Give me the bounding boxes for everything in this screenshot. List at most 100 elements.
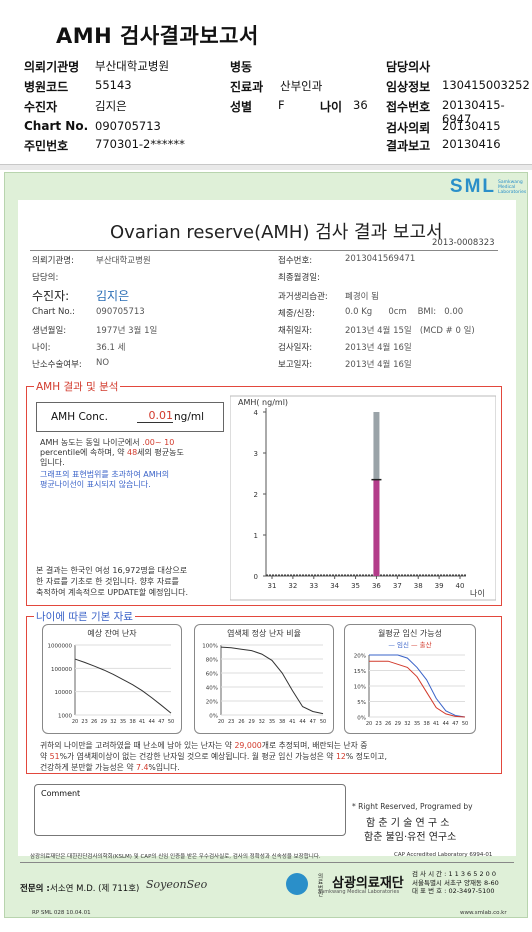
rights-line3: 함춘 불임·유전 연구소 [364,832,457,843]
chart-ylabel: AMH( ng/ml) [238,398,288,407]
value-department: 산부인과 [280,79,323,93]
label-report-date: 결과보고 [386,139,431,153]
label-hospital-code: 병원코드 [24,80,69,94]
x-tick-label: 32 [288,582,297,590]
y-tick-label: 15% [354,669,366,675]
x-tick-label: 29 [101,719,107,725]
y-tick-label: 1000 [58,714,72,720]
lab-contact: 검 사 시 간 : 1 1 3 6 5 2 0 0 서울특별시 서초구 양재동 … [412,870,499,895]
info-value: 090705713 [96,307,145,317]
x-tick-label: 32 [110,719,116,725]
chart-xlabel: 나이 [470,588,485,598]
panel-remaining-eggs: 예상 잔여 난자 1000000 100000 10000 1000 20 23 26 29 3… [42,624,182,734]
series-line [74,658,172,714]
y-tick-label: 0% [209,714,218,720]
value-report-date: 20130416 [442,137,501,151]
normal-eggs-chart: 100% 80% 60% 40% 20% 0%20 23 26 29 32 35 38 41 44 47 50 [202,644,326,726]
value-chart-no: 090705713 [95,119,161,133]
age-summary: 귀하의 나이만을 고려하였을 때 난소에 남아 있는 난자는 약 29,000개… [40,741,387,772]
panel-title: 염색체 정상 난자 비율 [227,629,301,638]
y-tick-label: 100% [202,644,218,650]
info-label: 의뢰기관명: [32,256,74,266]
info-label: 난소수술여부: [32,360,82,370]
sml-logo: SML [449,176,496,197]
y-tick-label: 40% [206,686,218,692]
info-value: 1977년 3월 1일 [96,326,158,336]
x-tick-label: 26 [385,721,391,727]
page-title: AMH 검사결과보고서 [56,24,259,48]
info-label: 담당의: [32,273,59,283]
y-tick-label: 20% [206,700,218,706]
x-tick-label: 47 [310,719,316,725]
series-line [369,654,466,718]
label-doctor: 담당의사 [386,60,431,74]
x-tick-label: 38 [279,719,285,725]
x-tick-label: 44 [149,719,155,725]
label-clinical-info: 임상정보 [386,80,431,94]
panel-title: 월평균 임신 가능성 [378,629,442,638]
label-department: 진료과 [230,80,264,94]
form-number: RP SML 028 10.04.01 [32,910,91,916]
amh-conc-unit: ng/ml [174,411,205,423]
x-tick-label: 23 [228,719,234,725]
info-label: 과거생리습관: [278,292,328,302]
amh-conc-value: 0.01 [137,409,173,423]
amh-conc-box: AMH Conc. 0.01 ng/ml [36,402,224,432]
x-tick-label: 37 [393,582,402,590]
value-clinical-info: 130415003252 [442,78,530,92]
info-value: NO [96,358,110,368]
x-tick-label: 29 [248,719,254,725]
x-tick-label: 23 [375,721,381,727]
org-subtitle: Samkwang Medical Laboratories [318,889,400,895]
x-tick-label: 50 [462,721,468,727]
legend-birth: 출산 [419,641,432,649]
y-tick-label: 5% [357,700,366,706]
y-tick-label: 0% [357,716,366,722]
info-value: 2013년 4월 15일 (MCD # 0 일) [345,326,475,336]
x-tick-label: 35 [414,721,420,727]
value-age: 36 [353,98,368,112]
x-tick-label: 50 [320,719,326,725]
x-tick-label: 38 [423,721,429,727]
info-value: 김지은 [96,289,130,303]
x-tick-label: 31 [268,582,277,590]
x-tick-label: 44 [443,721,449,727]
amh-section-title: AMH 결과 및 분석 [34,379,121,394]
info-label: 생년월일: [32,326,67,336]
doctor-signature: SoyeonSeo [146,878,208,891]
info-label: 체중/신장: [278,309,316,319]
y-tick-label: 3 [254,450,258,458]
report-number: 2013-0008323 [432,238,495,248]
label-resident-no: 주민번호 [24,139,69,153]
info-label: 보고일자: [278,360,313,370]
series-line [369,660,466,718]
website: www.smlab.co.kr [460,910,507,916]
amh-conc-label: AMH Conc. [51,411,108,423]
x-tick-label: 35 [351,582,360,590]
info-label: 수진자: [32,289,70,303]
value-request-date: 20130415 [442,119,501,133]
panel-legend: — 임신 — 출산 [388,641,432,649]
label-accession-no: 접수번호 [386,100,431,114]
info-value: 2013년 4월 16일 [345,343,412,353]
org-prefix: 의료법인 [318,874,324,898]
x-tick-label: 26 [91,719,97,725]
footer-divider [20,862,514,863]
x-tick-label: 41 [289,719,295,725]
x-tick-label: 20 [72,719,78,725]
amh-data-note: 본 결과는 한국인 여성 16,972명을 대상으로 한 자료를 기초로 한 것… [36,566,189,597]
y-tick-label: 0 [254,573,258,581]
y-tick-label: 20% [354,654,366,660]
info-label: 최종월경일: [278,273,320,283]
doctor-label: 전문의 : [20,884,50,894]
label-ward: 병동 [230,60,253,74]
y-tick-label: 4 [254,409,259,417]
y-tick-label: 1000000 [48,644,73,650]
info-value: 2013041569471 [345,254,416,264]
rights-line2: 함 춘 기 술 연 구 소 [366,818,450,829]
x-tick-label: 47 [158,719,164,725]
x-tick-label: 41 [139,719,145,725]
info-value: 0.0 Kg 0cm BMI: 0.00 [345,307,464,317]
amh-result-section [26,386,502,606]
